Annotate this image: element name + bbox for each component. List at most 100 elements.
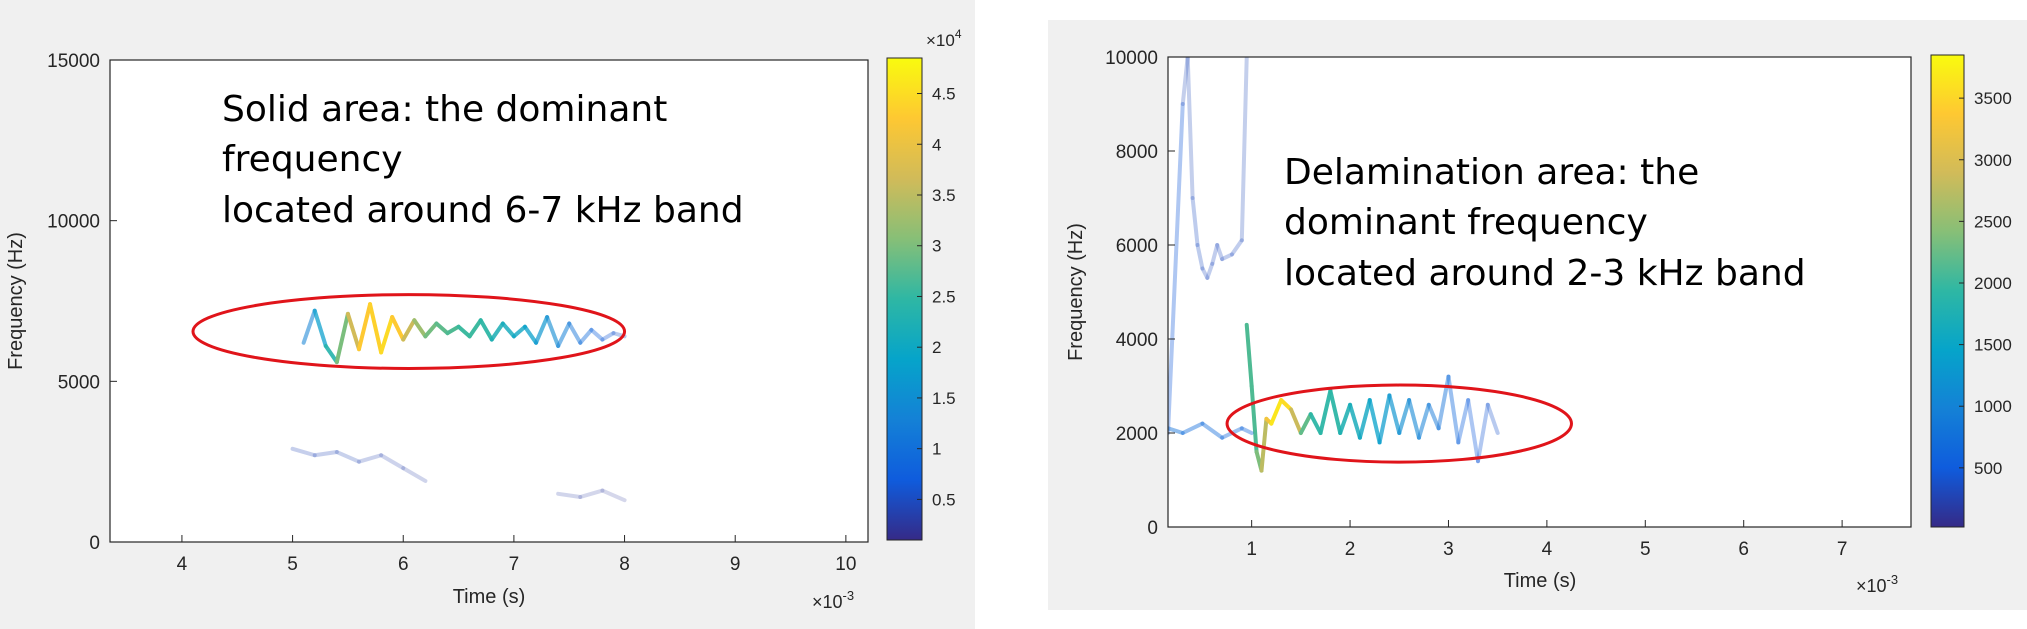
ridge-segment	[1215, 243, 1225, 262]
ridge-segment	[1200, 421, 1225, 440]
highlight-ellipse	[191, 293, 627, 370]
ridge-segment	[312, 308, 328, 348]
colorbar-tick-label: 2500	[1974, 212, 2012, 231]
ridge-segment	[1229, 238, 1244, 257]
x-tick-label: 4	[177, 554, 188, 575]
axes-box	[1167, 56, 1912, 528]
ridge-segment	[1298, 412, 1313, 435]
y-tick-label: 10000	[1105, 48, 1158, 69]
ridge-segment	[401, 466, 428, 483]
ridge-segment	[434, 321, 450, 336]
ridge-segment	[1387, 393, 1402, 435]
left-plot-area	[110, 60, 868, 542]
ridge-segment	[1190, 196, 1200, 247]
right-annotation-line-3: located around 2-3 kHz band	[1284, 252, 1806, 294]
x-tick-label: 7	[509, 554, 520, 575]
ridge-segment	[1416, 402, 1431, 440]
colorbar-tick-label: 0.5	[932, 490, 956, 509]
right-plot-area	[1168, 57, 1911, 527]
x-tick-label: 6	[1738, 539, 1749, 560]
ridge-segment	[1205, 261, 1215, 280]
ridge-segment	[522, 324, 539, 345]
x-exponent-label: ×10-3	[1856, 572, 1898, 596]
x-tick-label: 4	[1542, 539, 1553, 560]
ridge-segment	[1456, 398, 1471, 445]
ridge-segment	[589, 327, 605, 342]
y-tick-label: 0	[1147, 518, 1158, 539]
x-tick-label: 5	[287, 554, 298, 575]
x-tick-label: 10	[835, 554, 856, 575]
ridge-segment	[1239, 57, 1249, 243]
colorbar-tick-label: 4.5	[932, 85, 956, 104]
colorbar-tick-label: 1000	[1974, 397, 2012, 416]
ridge-segment	[323, 343, 339, 365]
ridge-segment	[1348, 402, 1362, 440]
colorbar-tick-label: 4	[932, 135, 941, 154]
ridge-segment	[1338, 402, 1353, 435]
colorbar-exponent-value: 4	[955, 27, 962, 41]
colorbar-tick-label: 3	[932, 237, 941, 256]
y-tick-label: 5000	[58, 372, 100, 393]
ridge-segment	[390, 315, 406, 342]
ridge-segment	[334, 311, 350, 365]
y-axis-label: Frequency (Hz)	[1065, 223, 1087, 361]
ridge-segment	[578, 327, 594, 345]
ridge-segment	[1318, 388, 1333, 435]
left-annotation-line-1: Solid area: the dominant	[222, 89, 668, 130]
ridge-segment	[401, 318, 417, 342]
ridge-segment	[1377, 393, 1392, 445]
ridge-segment	[1168, 426, 1185, 435]
right-annotation-line-1: Delamination area: the	[1284, 152, 1700, 193]
colorbar-tick-label: 2	[932, 338, 941, 357]
ridge-segment	[356, 302, 373, 352]
ridge-segment	[1259, 416, 1269, 473]
ridge-segment	[489, 321, 505, 342]
ridge-segment	[478, 318, 494, 342]
x-tick-label: 3	[1443, 539, 1454, 560]
ridge-segment	[600, 331, 616, 342]
right-annotation-line-2: dominant frequency	[1284, 202, 1648, 244]
y-tick-label: 15000	[47, 51, 100, 72]
ridge-segment	[334, 450, 361, 464]
ridge-segment	[511, 324, 527, 339]
ridge-segment	[467, 318, 483, 339]
ridge-segment	[379, 453, 406, 471]
ridge-segment	[1279, 398, 1294, 412]
y-tick-label: 8000	[1116, 142, 1158, 163]
left-colorbar	[886, 57, 923, 541]
ridge-segment	[556, 491, 583, 500]
ridge-segment	[1397, 398, 1412, 435]
ridge-segment	[1195, 243, 1205, 271]
ridge-segment	[1244, 322, 1254, 388]
ridge-segment	[301, 308, 317, 345]
colorbar-tick-label: 1	[932, 440, 941, 459]
x-tick-label: 9	[730, 554, 741, 575]
ridge-segment	[1308, 412, 1323, 435]
ridge-segment	[1289, 407, 1303, 435]
ridge-segment	[290, 446, 317, 458]
x-tick-label: 8	[619, 554, 630, 575]
ridge-segment	[345, 311, 361, 352]
right-colorbar	[1930, 54, 1965, 528]
y-tick-label: 0	[89, 533, 100, 554]
ridge-segment	[445, 324, 461, 336]
x-tick-label: 5	[1640, 539, 1651, 560]
y-tick-label: 4000	[1116, 330, 1158, 351]
y-tick-label: 10000	[47, 212, 100, 233]
ridge-segment	[1357, 398, 1372, 440]
ridge-segment	[1249, 384, 1259, 454]
colorbar-tick-label: 3.5	[932, 186, 956, 205]
ridge-segment	[1466, 398, 1480, 464]
ridge-segment	[1180, 421, 1205, 435]
ridge-segment	[412, 318, 428, 339]
x-exponent-label: ×10-3	[812, 588, 854, 612]
y-axis-label: Frequency (Hz)	[5, 232, 27, 370]
x-axis-label: Time (s)	[453, 586, 526, 608]
y-tick-label: 6000	[1116, 236, 1158, 257]
ridge-segment	[1168, 102, 1185, 435]
ridge-segment	[500, 321, 516, 339]
ridge-segment	[1407, 398, 1421, 440]
colorbar-tick-label: 500	[1974, 459, 2002, 478]
ridge-segment	[1180, 57, 1190, 106]
